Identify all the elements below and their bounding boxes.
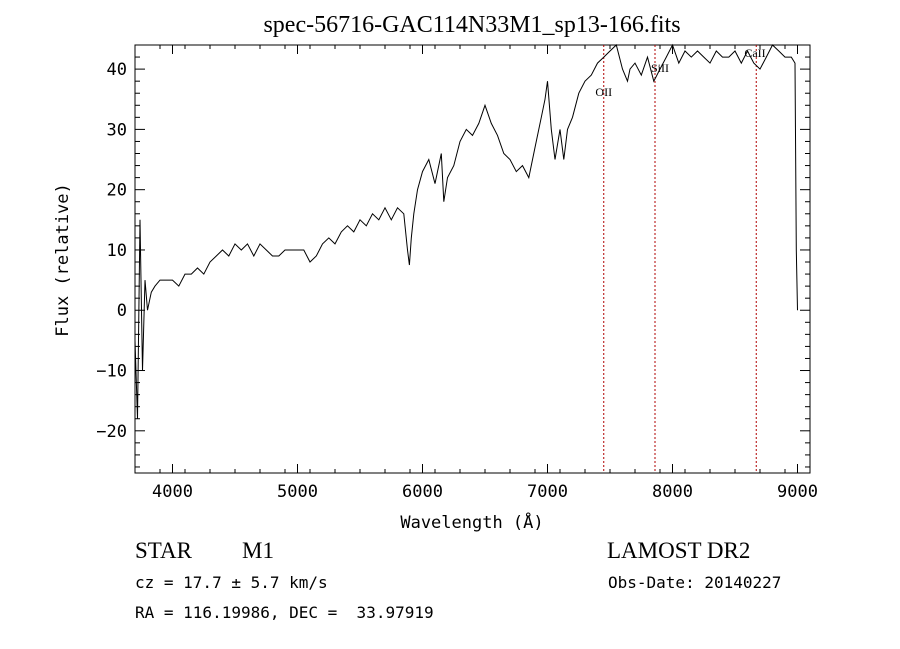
plot-frame — [134, 44, 811, 474]
survey-name: LAMOST DR2 — [607, 538, 751, 563]
line-annotation: OII — [595, 85, 612, 99]
line-markers — [603, 45, 757, 473]
y-tick-label: 0 — [117, 301, 127, 321]
x-tick-label: 9000 — [777, 482, 818, 502]
axis-ticks: 4000 5000 6000 7000 8000 9000 −20 −10 0 10 20 30 40 — [96, 44, 818, 502]
y-tick-label: 40 — [107, 60, 127, 80]
object-class: STAR — [135, 538, 192, 563]
y-tick-label: 30 — [107, 120, 127, 140]
y-tick-label: 10 — [107, 241, 127, 261]
line-annotation: SiII — [651, 61, 669, 75]
chart-title: spec-56716-GAC114N33M1_sp13-166.fits — [263, 12, 680, 38]
x-tick-label: 6000 — [402, 482, 443, 502]
line-annotation: CaII — [744, 46, 765, 60]
spectrum-plot: spec-56716-GAC114N33M1_sp13-166.fits 400… — [53, 12, 818, 533]
y-axis-label: Flux (relative) — [53, 183, 73, 337]
y-tick-label: 20 — [107, 181, 127, 201]
obs-date: Obs-Date: 20140227 — [608, 573, 782, 592]
x-tick-label: 8000 — [652, 482, 693, 502]
x-tick-label: 5000 — [277, 482, 318, 502]
ra-dec: RA = 116.19986, DEC = 33.97919 — [135, 603, 434, 622]
spectrum-line — [134, 43, 798, 419]
object-subclass: M1 — [242, 538, 274, 563]
x-tick-label: 7000 — [527, 482, 568, 502]
x-tick-label: 4000 — [152, 482, 193, 502]
redshift-cz: cz = 17.7 ± 5.7 km/s — [135, 573, 328, 592]
y-tick-label: −10 — [96, 362, 127, 382]
line-annotations: OII SiII CaII — [595, 46, 765, 99]
y-tick-label: −20 — [96, 422, 127, 442]
x-axis-label: Wavelength (Å) — [400, 511, 543, 533]
